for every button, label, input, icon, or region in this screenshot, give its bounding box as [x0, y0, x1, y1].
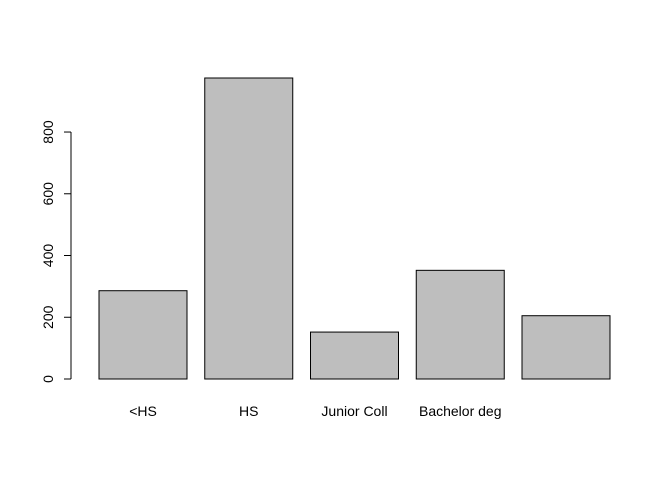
bar-0 — [98, 290, 188, 380]
y-tick-label-3: 600 — [40, 182, 56, 206]
x-tick-label-0: <HS — [129, 403, 157, 419]
x-tick-label-1: HS — [239, 403, 258, 419]
bar-1 — [204, 77, 294, 380]
y-tick-label-1: 200 — [40, 305, 56, 329]
y-tick-label-2: 400 — [40, 244, 56, 268]
x-tick-labels: <HS HS Junior Coll Bachelor deg — [129, 403, 501, 419]
y-tick-label-4: 800 — [40, 120, 56, 144]
bars-group — [98, 77, 611, 380]
bar-3 — [415, 269, 505, 380]
y-tick-label-0: 0 — [40, 375, 56, 383]
x-tick-label-3: Bachelor deg — [419, 403, 502, 419]
x-tick-label-2: Junior Coll — [321, 403, 387, 419]
y-axis: 0 200 400 600 800 — [40, 120, 72, 383]
bar-4 — [521, 315, 611, 380]
bar-2 — [310, 331, 399, 380]
